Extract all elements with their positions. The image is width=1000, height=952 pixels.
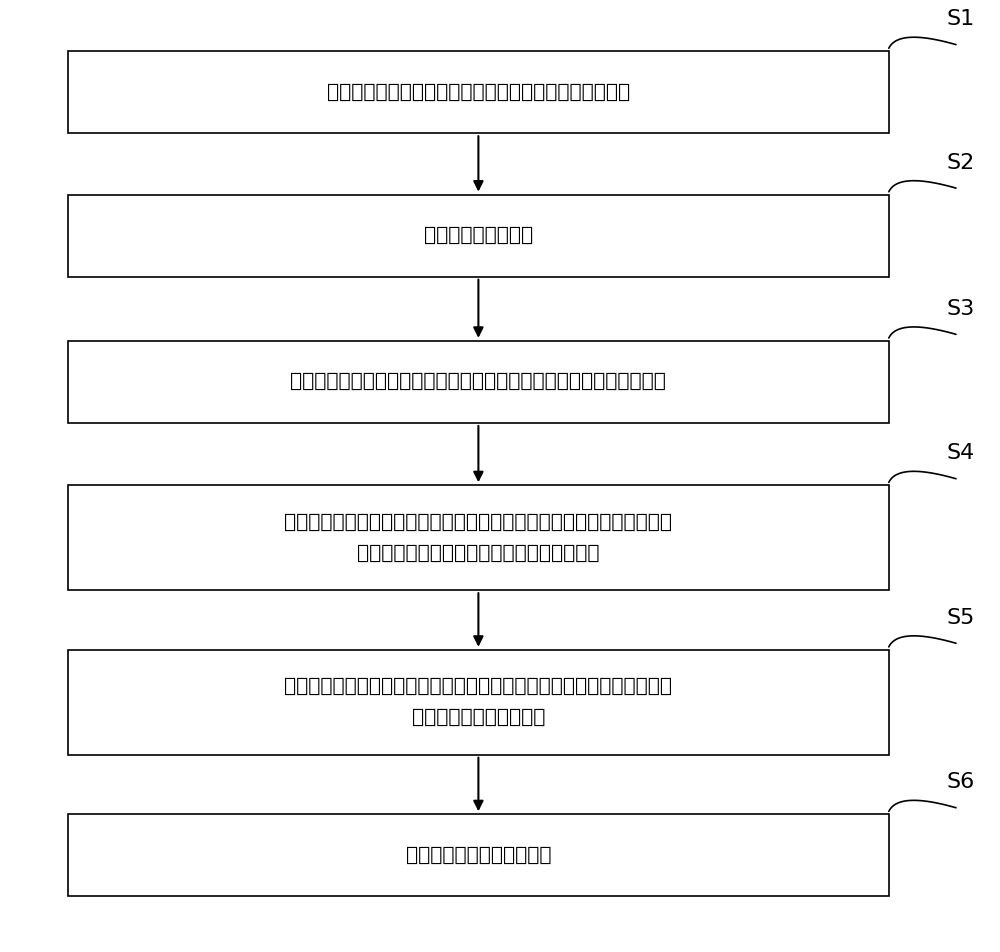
Text: S5: S5 xyxy=(947,607,975,627)
Bar xyxy=(68,194,889,277)
Bar xyxy=(68,814,889,897)
Bar xyxy=(68,486,889,590)
Text: S1: S1 xyxy=(947,9,975,30)
Text: 弯折装配体，得到电芯结构: 弯折装配体，得到电芯结构 xyxy=(406,845,551,864)
Text: S6: S6 xyxy=(947,772,975,792)
Text: S3: S3 xyxy=(947,299,975,319)
Text: 裁切得到宽度与正极片宽度相同且长度小于正极片长度预设值的负极片: 裁切得到宽度与正极片宽度相同且长度小于正极片长度预设值的负极片 xyxy=(290,372,666,391)
Text: S2: S2 xyxy=(947,152,975,172)
Bar xyxy=(68,51,889,133)
Text: 对折正极片及所述隔膜，以使正极片的长度减半，且正极片的涂层面朝内
设置，涂层面为正极片涂布有正极浆料的一面: 对折正极片及所述隔膜，以使正极片的长度减半，且正极片的涂层面朝内 设置，涂层面为… xyxy=(284,513,672,563)
Text: 在正极片外包裹隔膜: 在正极片外包裹隔膜 xyxy=(424,227,533,245)
Bar xyxy=(68,341,889,423)
Text: S4: S4 xyxy=(947,443,975,464)
Text: 在集流片的一面涂布正极浆料并烘干处理，以形成正极片: 在集流片的一面涂布正极浆料并烘干处理，以形成正极片 xyxy=(327,83,630,102)
Text: 将负极片插入接触的两层隔膜之间，以使负极片与正极片的涂层面之间具
有隔膜，进而得到装配体: 将负极片插入接触的两层隔膜之间，以使负极片与正极片的涂层面之间具 有隔膜，进而得… xyxy=(284,677,672,727)
Bar xyxy=(68,649,889,755)
